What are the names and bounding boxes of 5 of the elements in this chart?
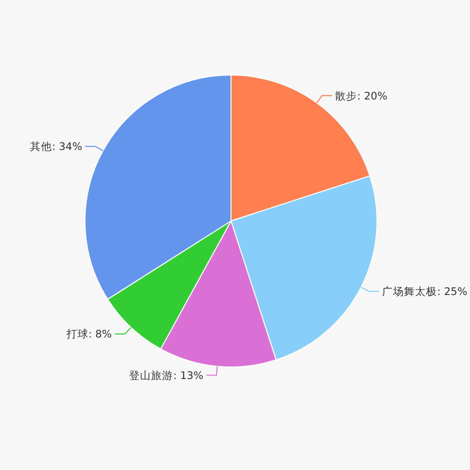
slice-label: 登山旅游: 13% xyxy=(129,368,204,382)
slice-label: 散步: 20% xyxy=(335,89,388,102)
slice-label: 打球: 8% xyxy=(65,328,112,341)
slice-label: 广场舞太极: 25% xyxy=(382,285,468,298)
slice-label: 其他: 34% xyxy=(30,140,82,154)
